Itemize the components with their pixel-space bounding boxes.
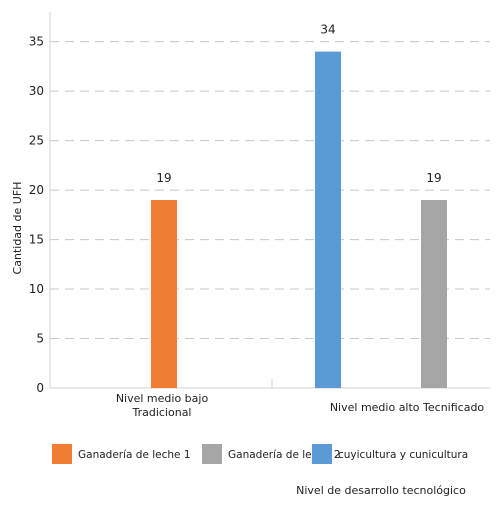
legend-label: Ganadería de leche 1 (78, 449, 191, 461)
y-tick-label: 20 (29, 183, 44, 197)
y-tick-label: 25 (29, 134, 44, 148)
y-tick-label: 0 (36, 381, 44, 395)
y-tick-label: 30 (29, 84, 44, 98)
y-axis-label: Cantidad de UFH (11, 182, 24, 275)
bar (151, 200, 177, 388)
data-label: 19 (156, 171, 171, 185)
y-tick-label: 15 (29, 233, 44, 247)
legend-swatch (202, 444, 222, 464)
data-label: 19 (426, 171, 441, 185)
x-tick-label: Tradicional (131, 406, 191, 419)
legend-swatch (52, 444, 72, 464)
y-tick-label: 35 (29, 35, 44, 49)
legend-swatch (312, 444, 332, 464)
bars (151, 51, 447, 388)
x-axis-label: Nivel de desarrollo tecnológico (296, 484, 466, 497)
bar (421, 200, 447, 388)
data-label: 34 (320, 23, 335, 37)
data-labels: 19 34 19 (156, 23, 441, 185)
axes: 0 5 10 15 20 25 30 35 (29, 12, 490, 395)
legend: Ganadería de leche 1 Ganadería de leche 2… (52, 444, 468, 464)
grid-lines (50, 41, 490, 340)
bar (315, 51, 341, 388)
y-tick-label: 10 (29, 282, 44, 296)
legend-label: cuyicultura y cunicultura (338, 449, 468, 461)
x-tick-label: Nivel medio alto Tecnificado (330, 401, 485, 414)
y-tick-label: 5 (36, 332, 44, 346)
x-tick-label: Nivel medio bajo (116, 392, 209, 405)
